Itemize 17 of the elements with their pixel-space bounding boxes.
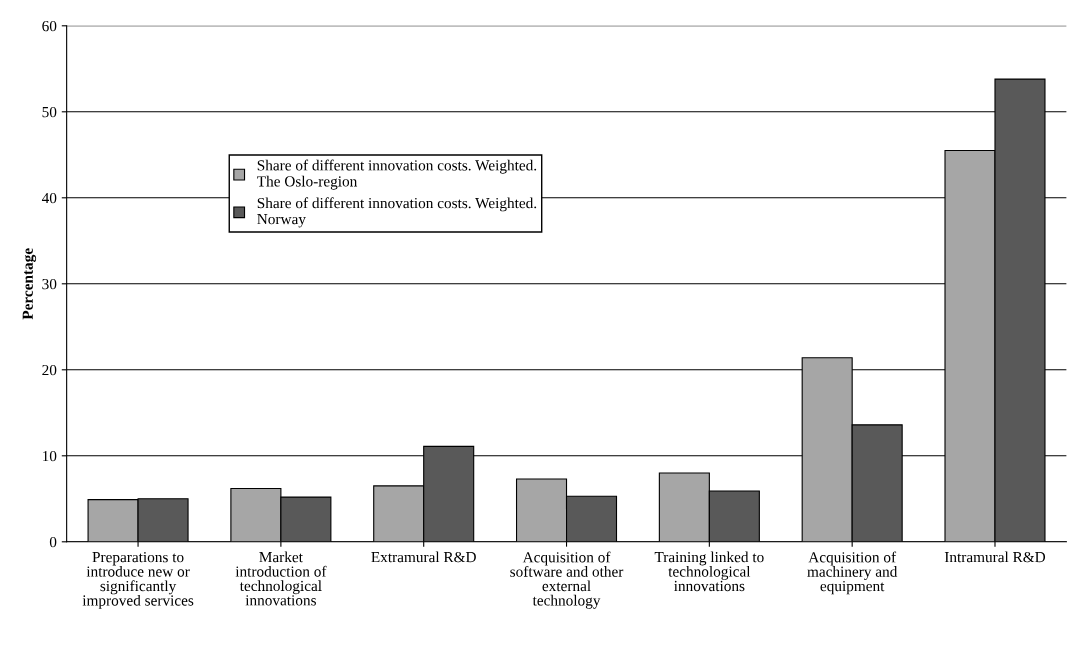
- x-tick-label: Acquisition of machinery and equipment: [807, 551, 898, 595]
- y-tick-label: 0: [49, 536, 57, 548]
- y-tick-label: 60: [42, 20, 57, 32]
- x-tick-label: Acquisition of software and other external technology: [510, 551, 624, 609]
- x-tick-label: Intramural R&D: [944, 551, 1046, 563]
- y-tick-label: 50: [42, 106, 57, 118]
- legend-label: Share of different innovation costs. Weighted. The Oslo-region: [257, 159, 537, 190]
- legend-label: Share of different innovation costs. Weighted. Norway: [257, 197, 537, 228]
- y-axis-title: Percentage: [22, 248, 37, 320]
- x-tick-label: Training linked to technological innovations: [654, 551, 764, 592]
- y-tick-label: 10: [42, 450, 57, 462]
- y-tick-label: 30: [42, 278, 57, 290]
- x-tick-label: Extramural R&D: [371, 551, 476, 563]
- x-tick-label: Market introduction of technological innovations: [235, 551, 327, 606]
- y-tick-label: 40: [41, 192, 57, 204]
- x-tick-label: Preparations to introduce new or significantly improved services: [82, 552, 194, 609]
- y-tick-label: 20: [42, 364, 57, 376]
